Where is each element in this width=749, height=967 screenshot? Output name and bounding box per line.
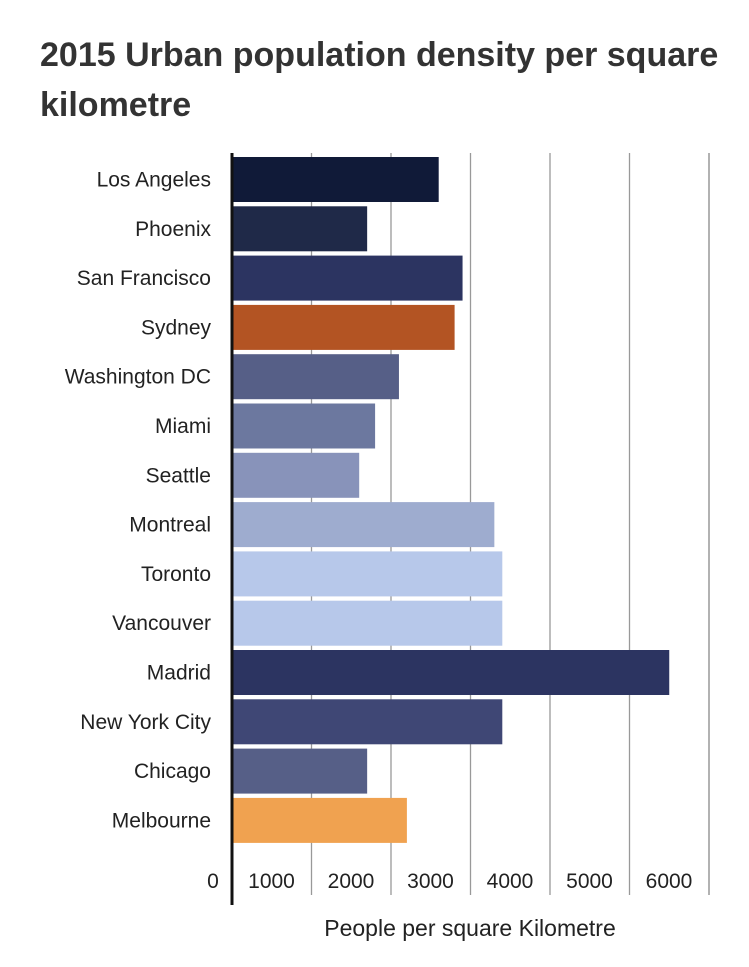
category-label: Seattle [146,464,211,487]
bar-washington-dc [232,354,399,400]
bar-miami [232,403,376,449]
x-axis-title: People per square Kilometre [324,915,616,941]
category-label: Phoenix [135,218,211,241]
category-label: Chicago [134,760,211,783]
bar-sydney [232,304,455,350]
x-tick-labels: 0 1000 2000 3000 4000 5000 6000 [207,870,692,893]
category-label: Melbourne [112,809,211,832]
bar-los-angeles [232,157,439,202]
x-tick-label: 1000 [248,870,295,893]
bar-new-york-city [232,699,503,745]
bar-montreal [232,502,495,548]
bars [232,157,670,843]
bar-melbourne [232,797,407,843]
x-tick-label: 0 [207,870,219,893]
bar-seattle [232,452,360,498]
x-tick-label: 2000 [328,870,375,893]
category-label: New York City [80,711,211,734]
bar-san-francisco [232,255,463,301]
category-label: Madrid [147,662,211,685]
category-label: San Francisco [77,267,211,290]
category-label: Vancouver [112,612,211,635]
bar-madrid [232,650,670,695]
category-labels: Los Angeles Phoenix San Francisco Sydney Was… [65,169,212,833]
x-tick-label: 5000 [566,870,613,893]
bar-vancouver [232,600,503,646]
category-label: Washington DC [65,366,211,389]
chart-title: 2015 Urban population density per square… [40,36,719,124]
category-label: Miami [155,415,211,438]
category-label: Montreal [129,514,211,537]
bar-chicago [232,748,368,794]
bar-phoenix [232,206,368,252]
category-label: Los Angeles [97,169,211,192]
x-tick-label: 4000 [487,870,534,893]
category-label: Sydney [141,316,212,339]
category-label: Toronto [141,563,211,586]
x-tick-label: 3000 [407,870,454,893]
x-tick-label: 6000 [646,870,693,893]
bar-toronto [232,551,503,597]
